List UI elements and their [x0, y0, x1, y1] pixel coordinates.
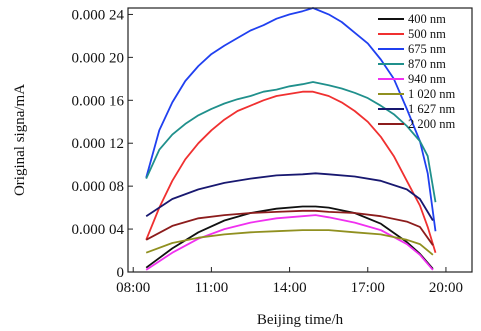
x-tick-label: 14:00 [272, 280, 306, 296]
y-tick-label: 0.000 24 [72, 7, 125, 23]
y-tick-label: 0 [117, 265, 125, 281]
legend-label: 1 020 nm [408, 87, 456, 101]
x-tick-label: 11:00 [195, 280, 229, 296]
legend-label: 1 627 nm [408, 102, 456, 116]
plot-frame [127, 7, 473, 273]
series-line-0 [145, 205, 434, 270]
x-tick-label: 17:00 [351, 280, 385, 296]
legend-label: 2 200 nm [408, 117, 456, 131]
series-line-2 [145, 7, 437, 232]
legend-label: 400 nm [408, 12, 446, 26]
y-tick-label: 0.000 20 [72, 50, 125, 66]
y-tick-label: 0.000 12 [72, 136, 125, 152]
plot-lines [145, 7, 437, 271]
y-axis-label: Original signa/mA [12, 84, 28, 196]
legend-label: 675 nm [408, 42, 446, 56]
series-line-4 [145, 214, 434, 271]
y-tick-label: 0.000 04 [72, 222, 125, 238]
y-tick-label: 0.000 08 [72, 179, 125, 195]
y-tick-label: 0.000 16 [72, 93, 125, 109]
y-axis: 0 0.000 04 0.000 08 0.000 12 0.000 16 0.000 2… [72, 7, 133, 281]
series-line-1 [145, 90, 437, 253]
series-line-6 [145, 172, 434, 221]
legend-label: 870 nm [408, 57, 446, 71]
x-axis: 08:00 11:00 14:00 17:00 20:00 [116, 267, 463, 296]
series-line-3 [145, 81, 437, 203]
x-axis-label: Beijing time/h [257, 312, 344, 328]
legend-label: 940 nm [408, 72, 446, 86]
legend-label: 500 nm [408, 27, 446, 41]
series-line-5 [145, 229, 434, 256]
x-tick-label: 08:00 [116, 280, 150, 296]
series-line-7 [145, 209, 434, 246]
x-tick-label: 20:00 [429, 280, 463, 296]
